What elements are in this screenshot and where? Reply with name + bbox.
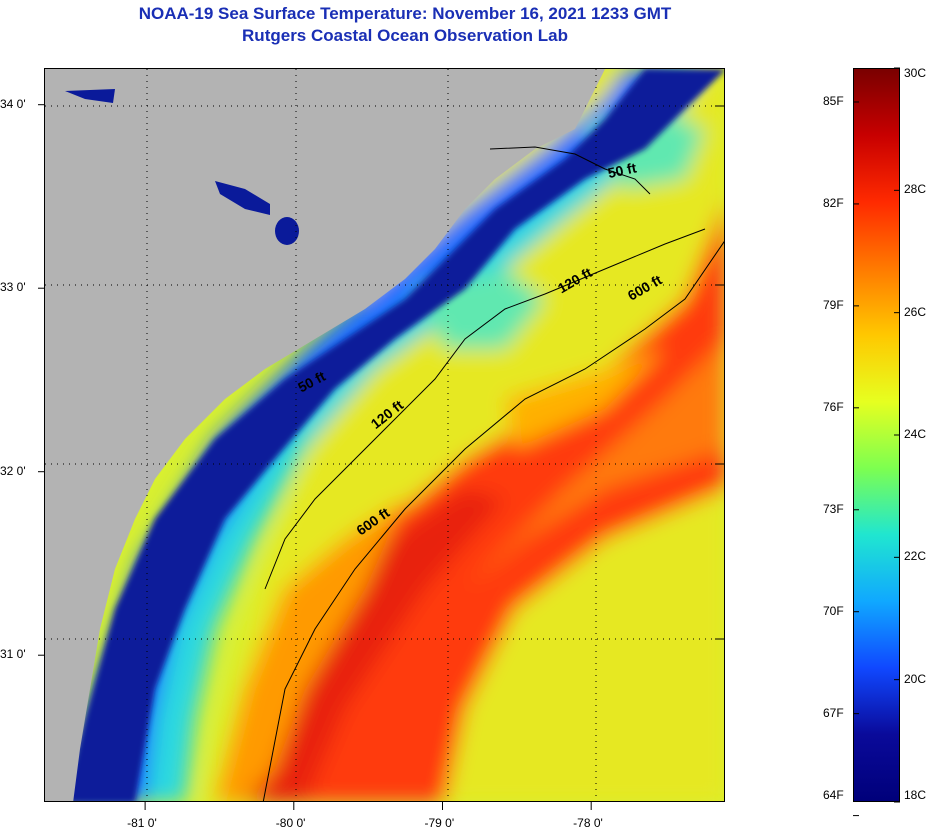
colorbar-celsius-label: 22C xyxy=(904,549,927,564)
colorbar-celsius-label: 20C xyxy=(904,671,927,686)
lon-tick-label: -79 0' xyxy=(424,816,455,830)
lon-tick-label: -78 0' xyxy=(573,816,603,830)
lat-tick-label: 33 0' xyxy=(0,280,26,295)
colorbar-celsius-label: 24C xyxy=(904,427,927,441)
colorbar-fahrenheit-label: 76F xyxy=(823,399,844,414)
sst-map xyxy=(44,68,725,802)
lat-tick-label: 31 0' xyxy=(0,647,26,662)
colorbar-celsius-label: 18C xyxy=(904,788,927,802)
colorbar-fahrenheit-label: 70F xyxy=(823,603,844,618)
lon-tick-label: -80 0' xyxy=(275,816,306,830)
colorbar-celsius-label: 28C xyxy=(904,182,927,197)
lon-tick-label: -81 0' xyxy=(127,816,157,830)
lat-tick-label: 32 0' xyxy=(0,463,26,478)
temperature-colorbar xyxy=(853,68,900,802)
lat-tick-label: 34 0' xyxy=(0,96,26,111)
colorbar-celsius-label: 30C xyxy=(904,66,927,80)
map-subtitle: Rutgers Coastal Ocean Observation Lab xyxy=(242,26,568,45)
colorbar-fahrenheit-label: 73F xyxy=(823,501,844,516)
map-title: NOAA-19 Sea Surface Temperature: Novembe… xyxy=(138,4,672,23)
colorbar-fahrenheit-label: 64F xyxy=(823,788,844,802)
colorbar-celsius-label: 26C xyxy=(904,304,927,319)
colorbar-fahrenheit-label: 79F xyxy=(823,297,844,312)
colorbar-fahrenheit-label: 67F xyxy=(823,705,844,720)
colorbar-fahrenheit-label: 82F xyxy=(823,195,844,210)
sst-map-image xyxy=(45,69,724,801)
colorbar-fahrenheit-label: 85F xyxy=(823,93,844,108)
